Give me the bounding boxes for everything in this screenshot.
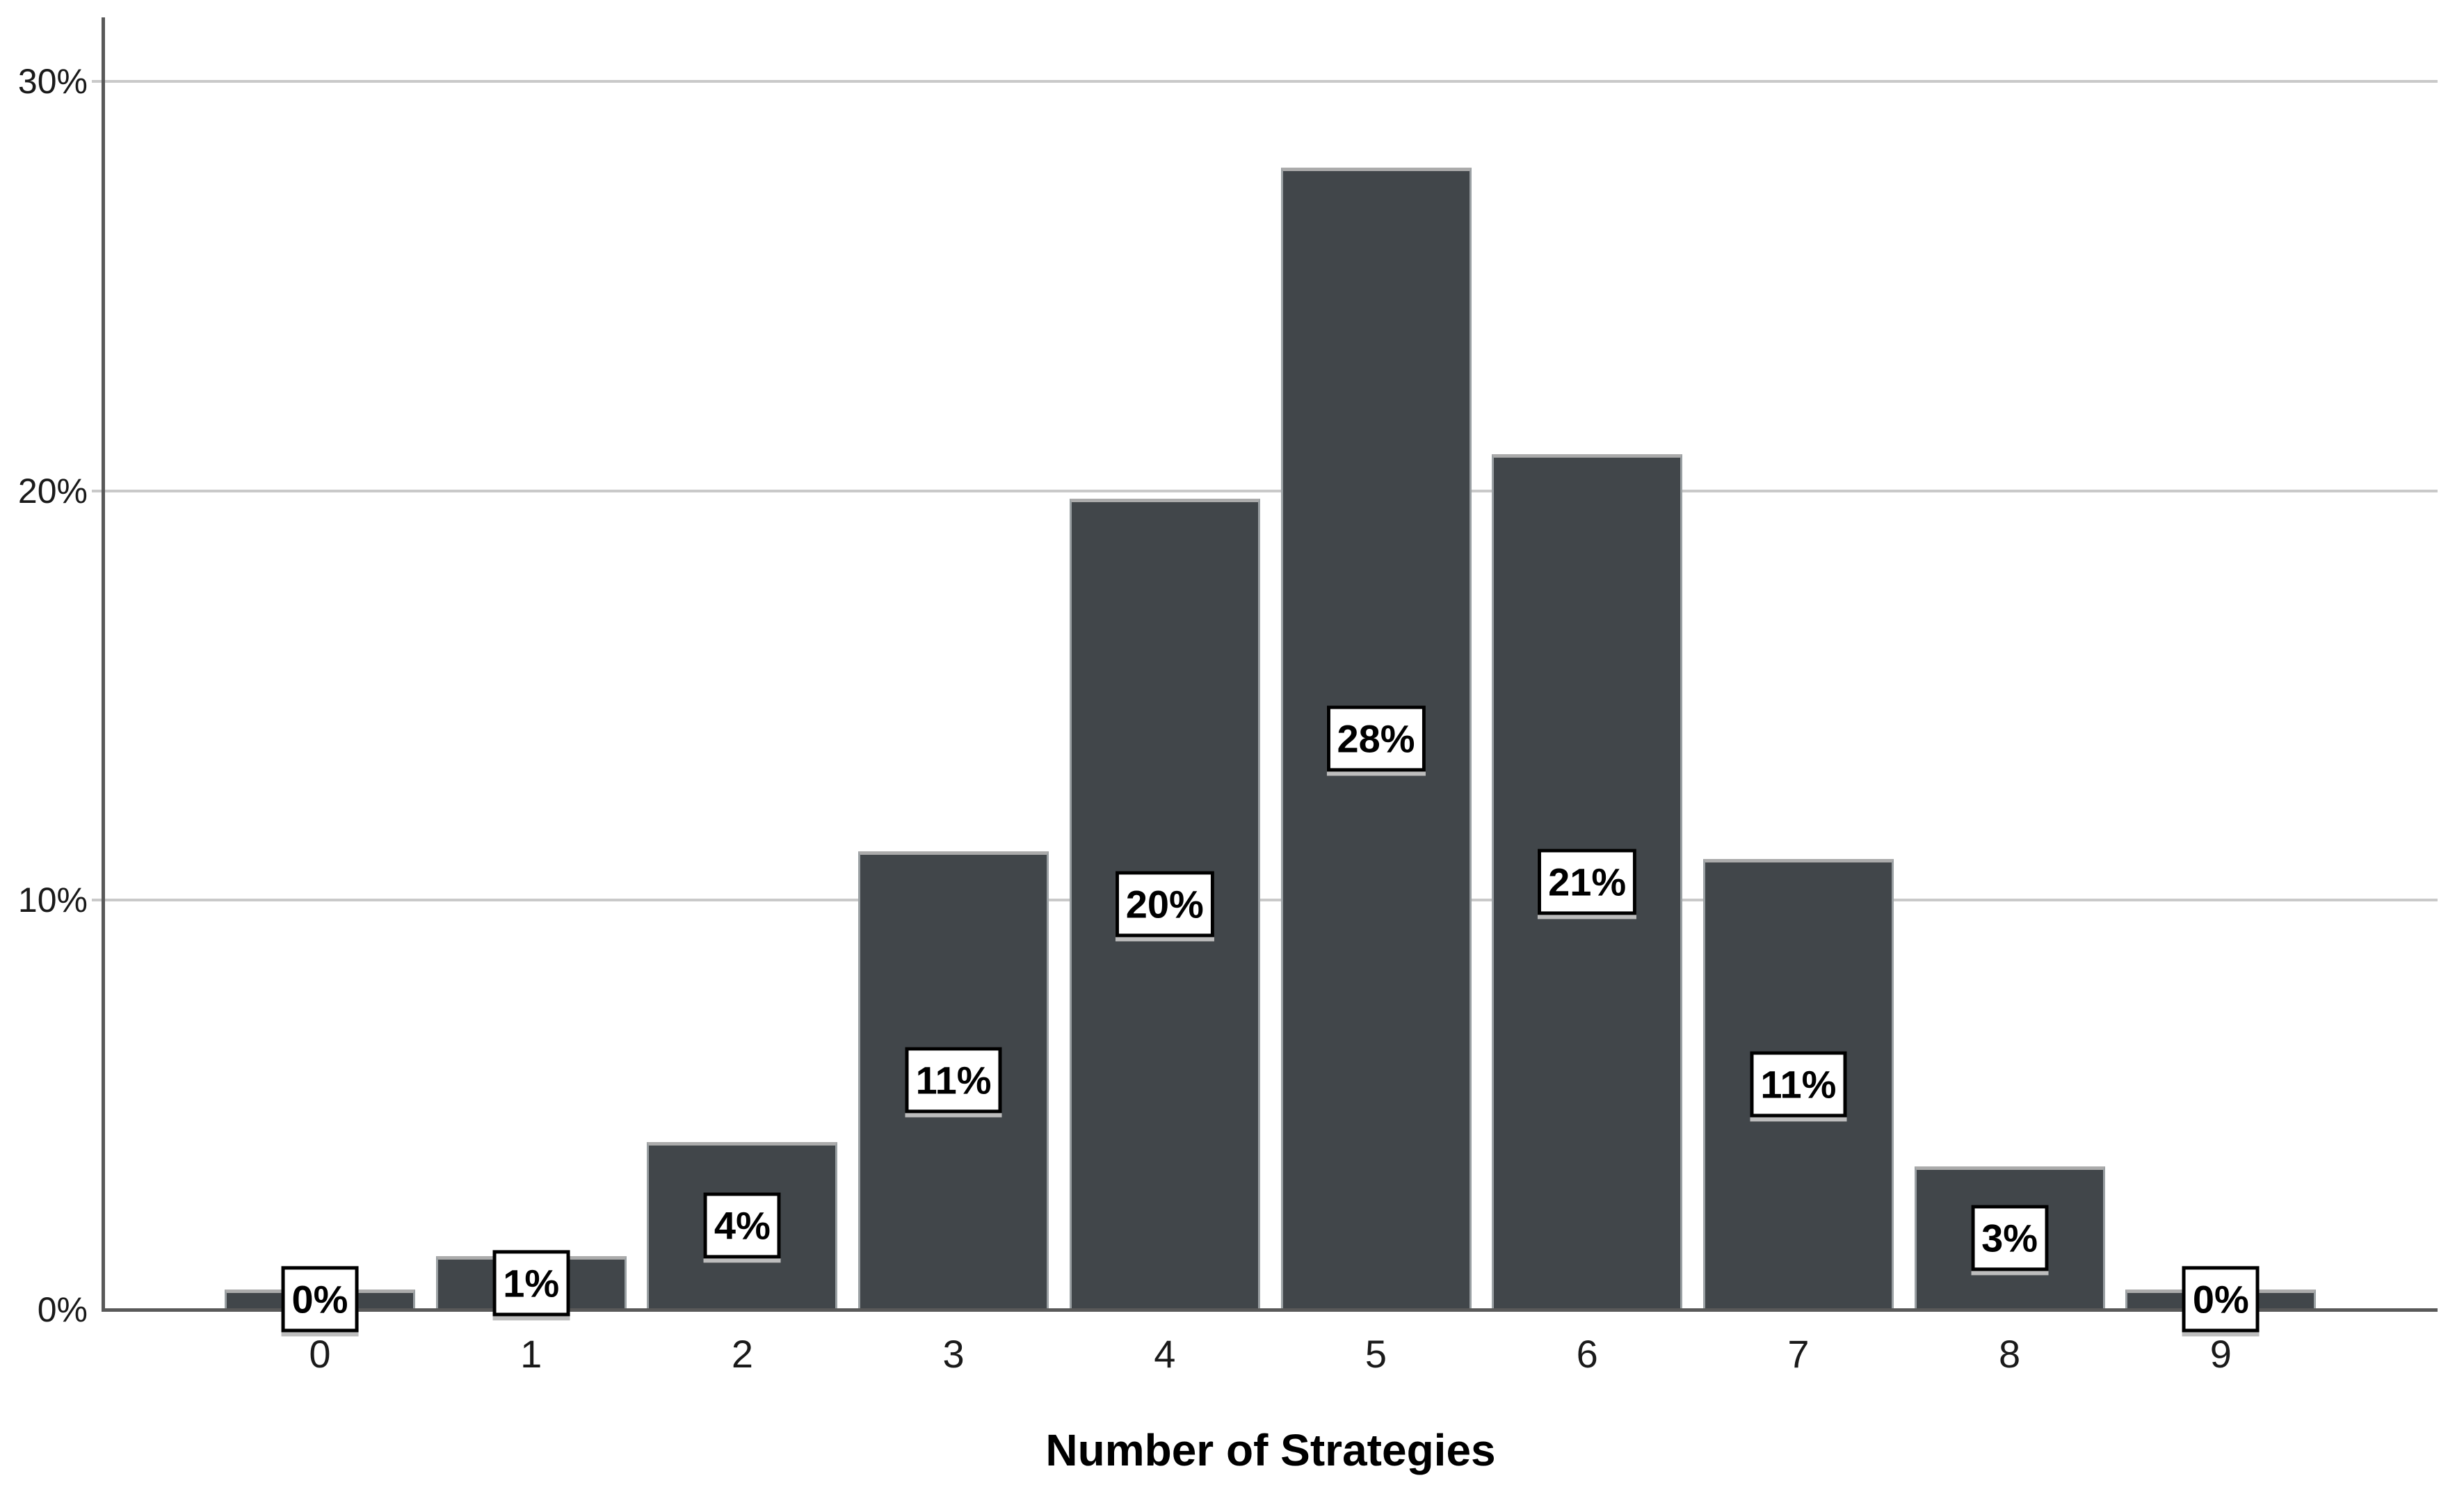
bar-value-label-8: 3%	[1971, 1205, 2049, 1271]
gridline-20pct	[103, 489, 2438, 492]
x-tick-label-5: 5	[1364, 1332, 1387, 1376]
bar-2	[647, 1142, 837, 1310]
bar-value-label-6: 21%	[1538, 849, 1637, 915]
y-tick-label-20pct: 20%	[17, 471, 88, 511]
bar-5	[1281, 168, 1472, 1310]
y-tick-mark-20pct	[92, 489, 103, 492]
bar-value-label-4: 20%	[1115, 871, 1214, 938]
x-tick-label-6: 6	[1576, 1332, 1598, 1376]
y-axis-line	[102, 17, 105, 1311]
gridline-10pct	[103, 899, 2438, 902]
y-tick-mark-30pct	[92, 79, 103, 83]
x-tick-label-3: 3	[942, 1332, 965, 1376]
y-tick-label-10pct: 10%	[17, 881, 88, 920]
y-tick-label-30pct: 30%	[17, 61, 88, 101]
bar-value-label-3: 11%	[905, 1047, 1002, 1114]
y-tick-label-0pct: 0%	[37, 1290, 88, 1329]
bar-value-label-1: 1%	[492, 1250, 570, 1317]
bar-value-label-5: 28%	[1326, 705, 1426, 772]
y-tick-mark-10pct	[92, 899, 103, 902]
x-tick-label-7: 7	[1787, 1332, 1810, 1376]
x-axis-line	[102, 1308, 2438, 1312]
x-axis-title: Number of Strategies	[1045, 1425, 1496, 1475]
bar-value-label-9: 0%	[2182, 1266, 2260, 1333]
bar-value-label-2: 4%	[703, 1192, 781, 1259]
x-tick-label-2: 2	[731, 1332, 753, 1376]
bar-value-label-0: 0%	[281, 1266, 359, 1333]
x-tick-label-1: 1	[520, 1332, 542, 1376]
bar-value-label-7: 11%	[1750, 1051, 1847, 1118]
x-tick-label-4: 4	[1154, 1332, 1176, 1376]
gridline-30pct	[103, 79, 2438, 83]
x-tick-label-0: 0	[309, 1332, 331, 1376]
x-tick-label-8: 8	[1999, 1332, 2021, 1376]
x-tick-label-9: 9	[2209, 1332, 2232, 1376]
